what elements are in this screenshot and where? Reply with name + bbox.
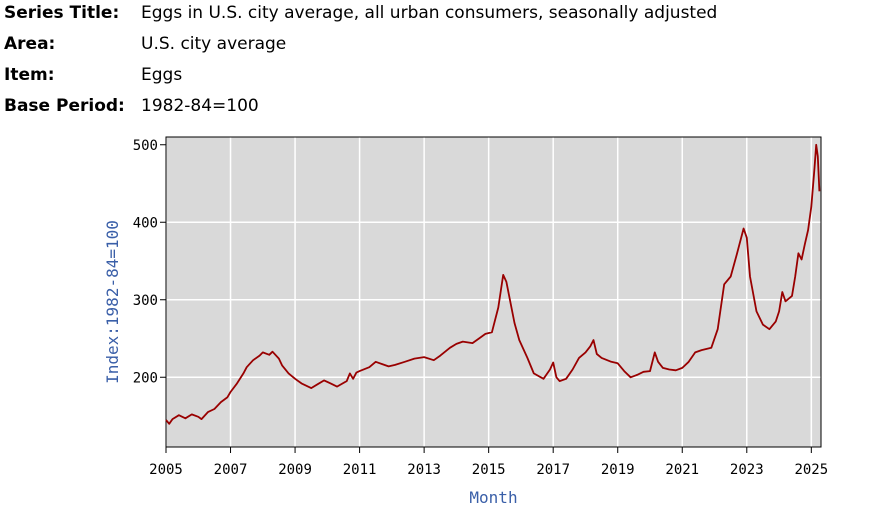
y-tick-label: 400 <box>133 215 158 231</box>
x-tick-label: 2009 <box>278 462 312 478</box>
x-tick-label: 2013 <box>407 462 441 478</box>
x-tick-label: 2005 <box>149 462 183 478</box>
y-tick-label: 200 <box>133 370 158 386</box>
x-tick-label: 2015 <box>472 462 506 478</box>
base-period-label: Base Period: <box>4 96 125 116</box>
item-value: Eggs <box>141 65 183 85</box>
x-tick-label: 2011 <box>343 462 377 478</box>
x-tick-label: 2007 <box>214 462 248 478</box>
x-tick-label: 2021 <box>665 462 699 478</box>
y-tick-label: 300 <box>133 293 158 309</box>
area-value: U.S. city average <box>141 34 287 54</box>
x-tick-label: 2019 <box>601 462 635 478</box>
base-period-value: 1982-84=100 <box>141 96 259 116</box>
eggs-series-line <box>165 143 821 425</box>
series-title-label: Series Title: <box>4 3 120 23</box>
series-title-value: Eggs in U.S. city average, all urban con… <box>141 3 718 23</box>
y-axis-title: Index:1982-84=100 <box>103 220 122 384</box>
area-label: Area: <box>4 34 56 54</box>
plot-border <box>165 136 822 448</box>
x-tick-label: 2023 <box>730 462 764 478</box>
x-tick-label: 2017 <box>536 462 570 478</box>
y-tick-label: 500 <box>133 138 158 154</box>
item-label: Item: <box>4 65 55 85</box>
x-tick-label: 2025 <box>794 462 828 478</box>
x-axis-title: Month <box>469 488 517 507</box>
plot-area <box>166 137 821 447</box>
